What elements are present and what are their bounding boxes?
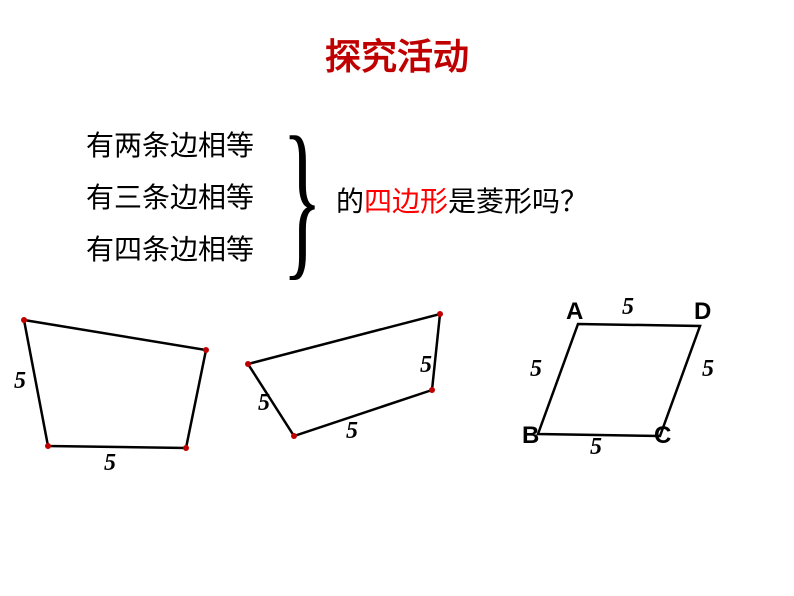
question-suffix: 是菱形吗？ xyxy=(448,186,588,217)
condition-3: 有四条边相等 xyxy=(86,224,254,276)
edge-length-label: 5 xyxy=(14,368,26,395)
condition-2: 有三条边相等 xyxy=(86,172,254,224)
question-prefix: 的 xyxy=(336,186,364,217)
edge-length-label: 5 xyxy=(420,352,432,379)
shapes-svg xyxy=(0,300,794,500)
vertex-label: A xyxy=(566,298,583,326)
edge-length-label: 5 xyxy=(702,356,714,383)
vertex-label: B xyxy=(522,422,539,450)
diagrams-area: 555555555ADBC xyxy=(0,300,794,500)
vertex-label: C xyxy=(654,422,671,450)
vertex-label: D xyxy=(694,298,711,326)
question-highlight: 四边形 xyxy=(364,186,448,217)
edge-length-label: 5 xyxy=(530,356,542,383)
edge-length-label: 5 xyxy=(622,294,634,321)
edge-length-label: 5 xyxy=(258,390,270,417)
edge-length-label: 5 xyxy=(104,450,116,477)
page-title: 探究活动 xyxy=(0,28,794,80)
shape-3 xyxy=(538,324,700,436)
conditions-block: 有两条边相等 有三条边相等 有四条边相等 xyxy=(86,120,254,276)
shape-2 xyxy=(248,314,440,436)
shape-1 xyxy=(24,320,206,448)
brace-icon: } xyxy=(282,98,322,299)
question-text: 的四边形是菱形吗？ xyxy=(336,180,588,220)
condition-1: 有两条边相等 xyxy=(86,120,254,172)
edge-length-label: 5 xyxy=(590,434,602,461)
edge-length-label: 5 xyxy=(346,418,358,445)
